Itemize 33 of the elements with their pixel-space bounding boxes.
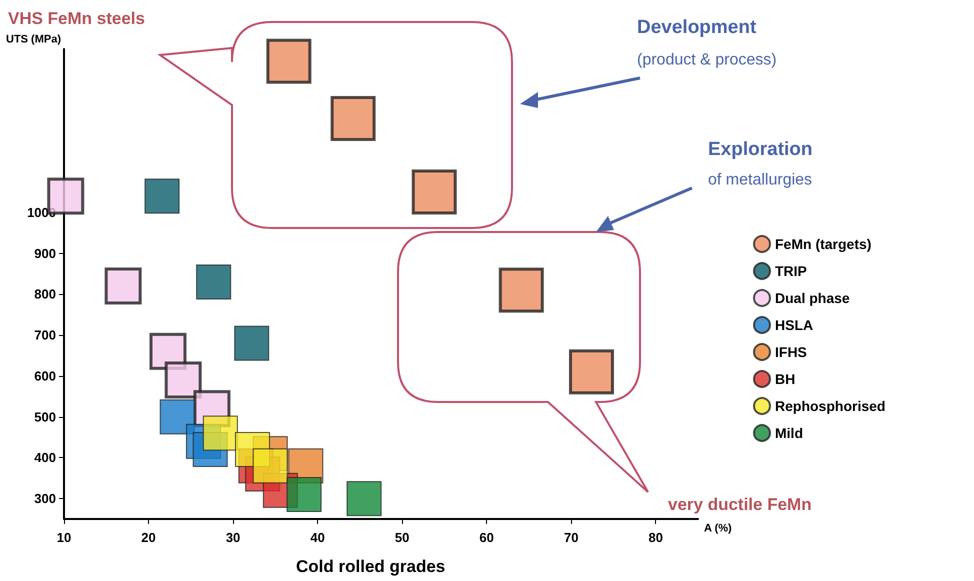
- y-axis-title: UTS (MPa): [6, 34, 62, 46]
- y-tick-label: 900: [34, 246, 56, 261]
- text: of metallurgies: [708, 172, 812, 188]
- text: Development: [637, 17, 757, 38]
- x-tick-label: 20: [141, 530, 156, 545]
- legend-label: Rephosphorised: [775, 398, 886, 414]
- y-tick-label: 800: [34, 286, 56, 302]
- x-tick-label: 50: [394, 530, 410, 545]
- y-tick-label: 700: [34, 328, 56, 343]
- annotation: very ductile FeMn: [668, 495, 812, 514]
- y-tick-label: 300: [34, 491, 56, 506]
- legend-label: HSLA: [775, 317, 814, 333]
- text: Exploration: [708, 139, 813, 160]
- y-tick-label: 400: [34, 450, 56, 466]
- x-tick-label: 70: [564, 530, 578, 545]
- y-tick-label: 1000: [27, 204, 56, 220]
- legend-label: FeMn (targets): [775, 236, 872, 252]
- legend-label: Dual phase: [775, 290, 850, 306]
- x-tick-label: 80: [648, 530, 663, 545]
- x-tick-label: 40: [310, 530, 325, 545]
- y-tick-label: 600: [34, 368, 56, 384]
- legend-label: BH: [775, 371, 796, 387]
- text: Cold rolled grades: [296, 557, 446, 576]
- legend-label: TRIP: [775, 263, 807, 279]
- legend-label: IFHS: [775, 344, 807, 360]
- text: VHS FeMn steels: [8, 9, 145, 28]
- x-tick-label: 30: [226, 530, 240, 545]
- y-tick-label: 500: [34, 409, 56, 424]
- x-tick-label: 10: [56, 530, 72, 545]
- annotation: (product & process): [637, 52, 777, 68]
- x-tick-label: 60: [479, 530, 494, 545]
- x-axis-title: A (%): [704, 522, 732, 534]
- legend-label: Mild: [775, 425, 803, 441]
